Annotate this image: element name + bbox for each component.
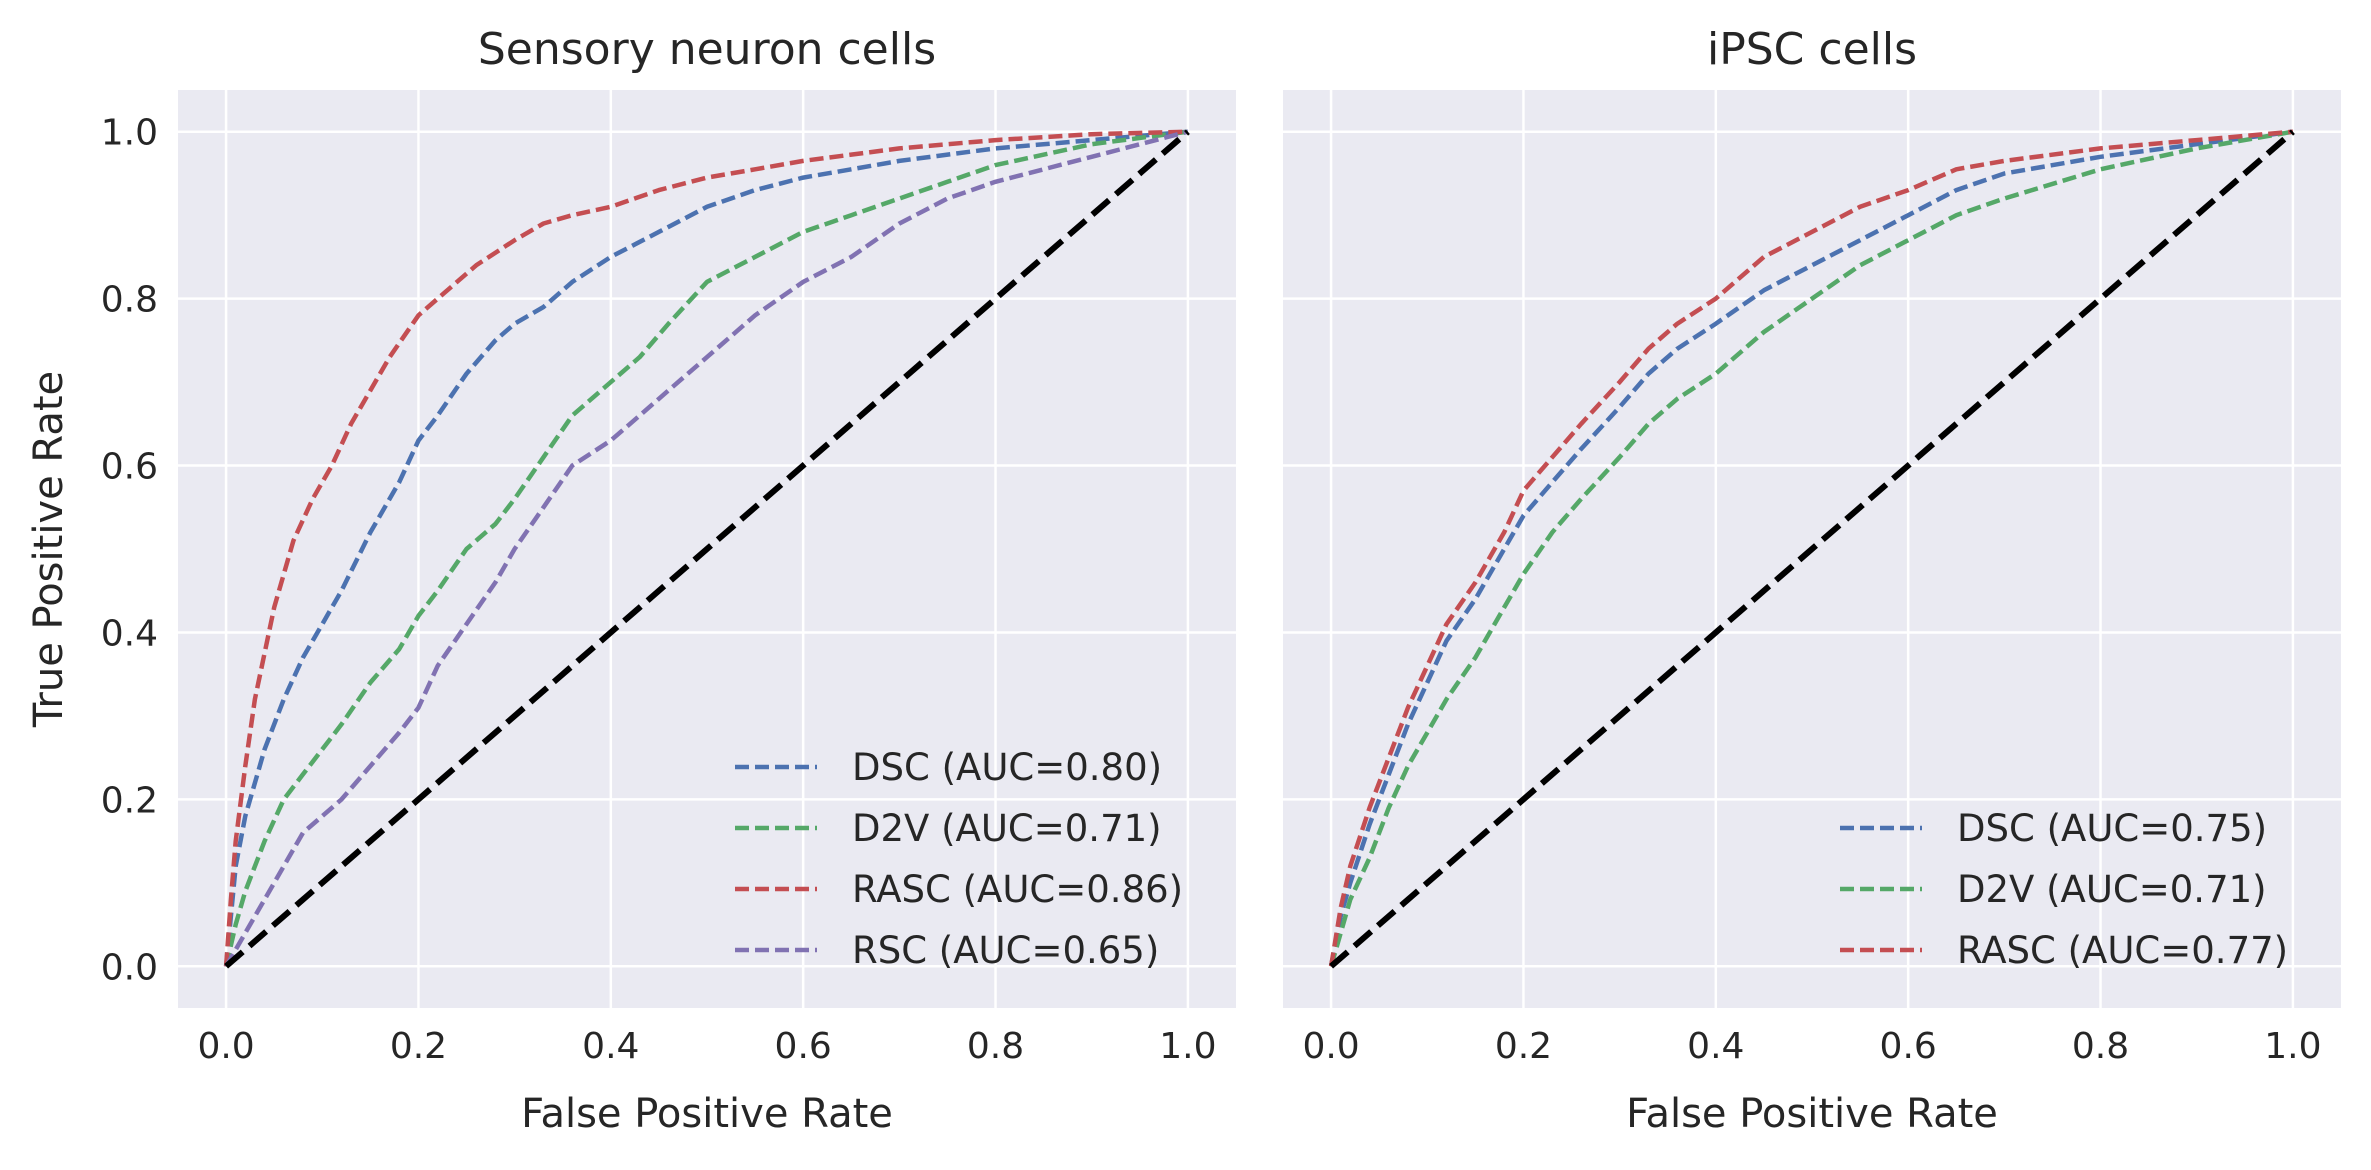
x-tick-label: 0.0 (197, 1026, 254, 1067)
grid (178, 90, 1236, 1008)
legend-entry-rsc: RSC (AUC=0.65) (852, 929, 1159, 972)
x-tick-label: 0.6 (775, 1026, 832, 1067)
x-tick-labels: 0.0 0.2 0.4 0.6 0.8 1.0 (197, 1026, 1216, 1067)
y-axis-label: True Positive Rate (26, 371, 72, 728)
legend-entry-d2v: D2V (AUC=0.71) (1957, 868, 2267, 911)
x-tick-label: 0.4 (1687, 1026, 1744, 1067)
series-line-d2v (223, 129, 1189, 967)
x-tick-label: 0.2 (390, 1026, 447, 1067)
series-line-rasc (1328, 129, 2294, 967)
x-tick-label: 1.0 (1159, 1026, 1216, 1067)
diagonal-reference-line (1329, 129, 2295, 969)
series-lines (1328, 129, 2295, 969)
x-axis-label: False Positive Rate (521, 1091, 893, 1137)
y-tick-label: 0.6 (101, 447, 158, 488)
legend: DSC (AUC=0.75) D2V (AUC=0.71) RASC (AUC=0.… (1840, 807, 2288, 972)
panel-sensory-neuron: 0.0 0.2 0.4 0.6 0.8 1.0 0.0 0.2 0.4 0.6 0.8 1.0 Se… (26, 24, 1236, 1137)
panel-ipsc: 0.0 0.2 0.4 0.6 0.8 1.0 iPSC cells False Posi… (1283, 24, 2341, 1137)
legend-entry-rasc: RASC (AUC=0.86) (852, 868, 1183, 911)
grid (1283, 90, 2341, 1008)
series-line-d2v (1328, 129, 2294, 967)
legend-entry-dsc: DSC (AUC=0.80) (852, 746, 1162, 789)
y-tick-label: 0.0 (101, 947, 158, 988)
y-tick-label: 1.0 (101, 113, 158, 154)
y-tick-label: 0.2 (101, 780, 158, 821)
x-axis-label: False Positive Rate (1626, 1091, 1998, 1137)
series-line-dsc (223, 129, 1189, 967)
series-line-rasc (223, 129, 1188, 967)
legend: DSC (AUC=0.80) D2V (AUC=0.71) RASC (AUC=0.… (735, 746, 1183, 972)
y-tick-labels: 0.0 0.2 0.4 0.6 0.8 1.0 (101, 113, 158, 989)
y-tick-label: 0.4 (101, 613, 158, 654)
x-tick-label: 1.0 (2264, 1026, 2321, 1067)
legend-entry-rasc: RASC (AUC=0.77) (1957, 929, 2288, 972)
series-lines (223, 129, 1190, 969)
x-tick-label: 0.6 (1880, 1026, 1937, 1067)
x-tick-labels: 0.0 0.2 0.4 0.6 0.8 1.0 (1302, 1026, 2321, 1067)
x-tick-label: 0.4 (582, 1026, 639, 1067)
diagonal-reference-line (224, 129, 1190, 969)
x-tick-label: 0.0 (1302, 1026, 1359, 1067)
legend-entry-dsc: DSC (AUC=0.75) (1957, 807, 2267, 850)
x-tick-label: 0.8 (967, 1026, 1024, 1067)
y-tick-label: 0.8 (101, 280, 158, 321)
x-tick-label: 0.8 (2072, 1026, 2129, 1067)
series-line-rsc (224, 129, 1189, 968)
x-tick-label: 0.2 (1495, 1026, 1552, 1067)
series-line-dsc (1328, 129, 2294, 967)
chart-title: iPSC cells (1707, 24, 1917, 75)
legend-entry-d2v: D2V (AUC=0.71) (852, 807, 1162, 850)
chart-title: Sensory neuron cells (478, 24, 936, 75)
